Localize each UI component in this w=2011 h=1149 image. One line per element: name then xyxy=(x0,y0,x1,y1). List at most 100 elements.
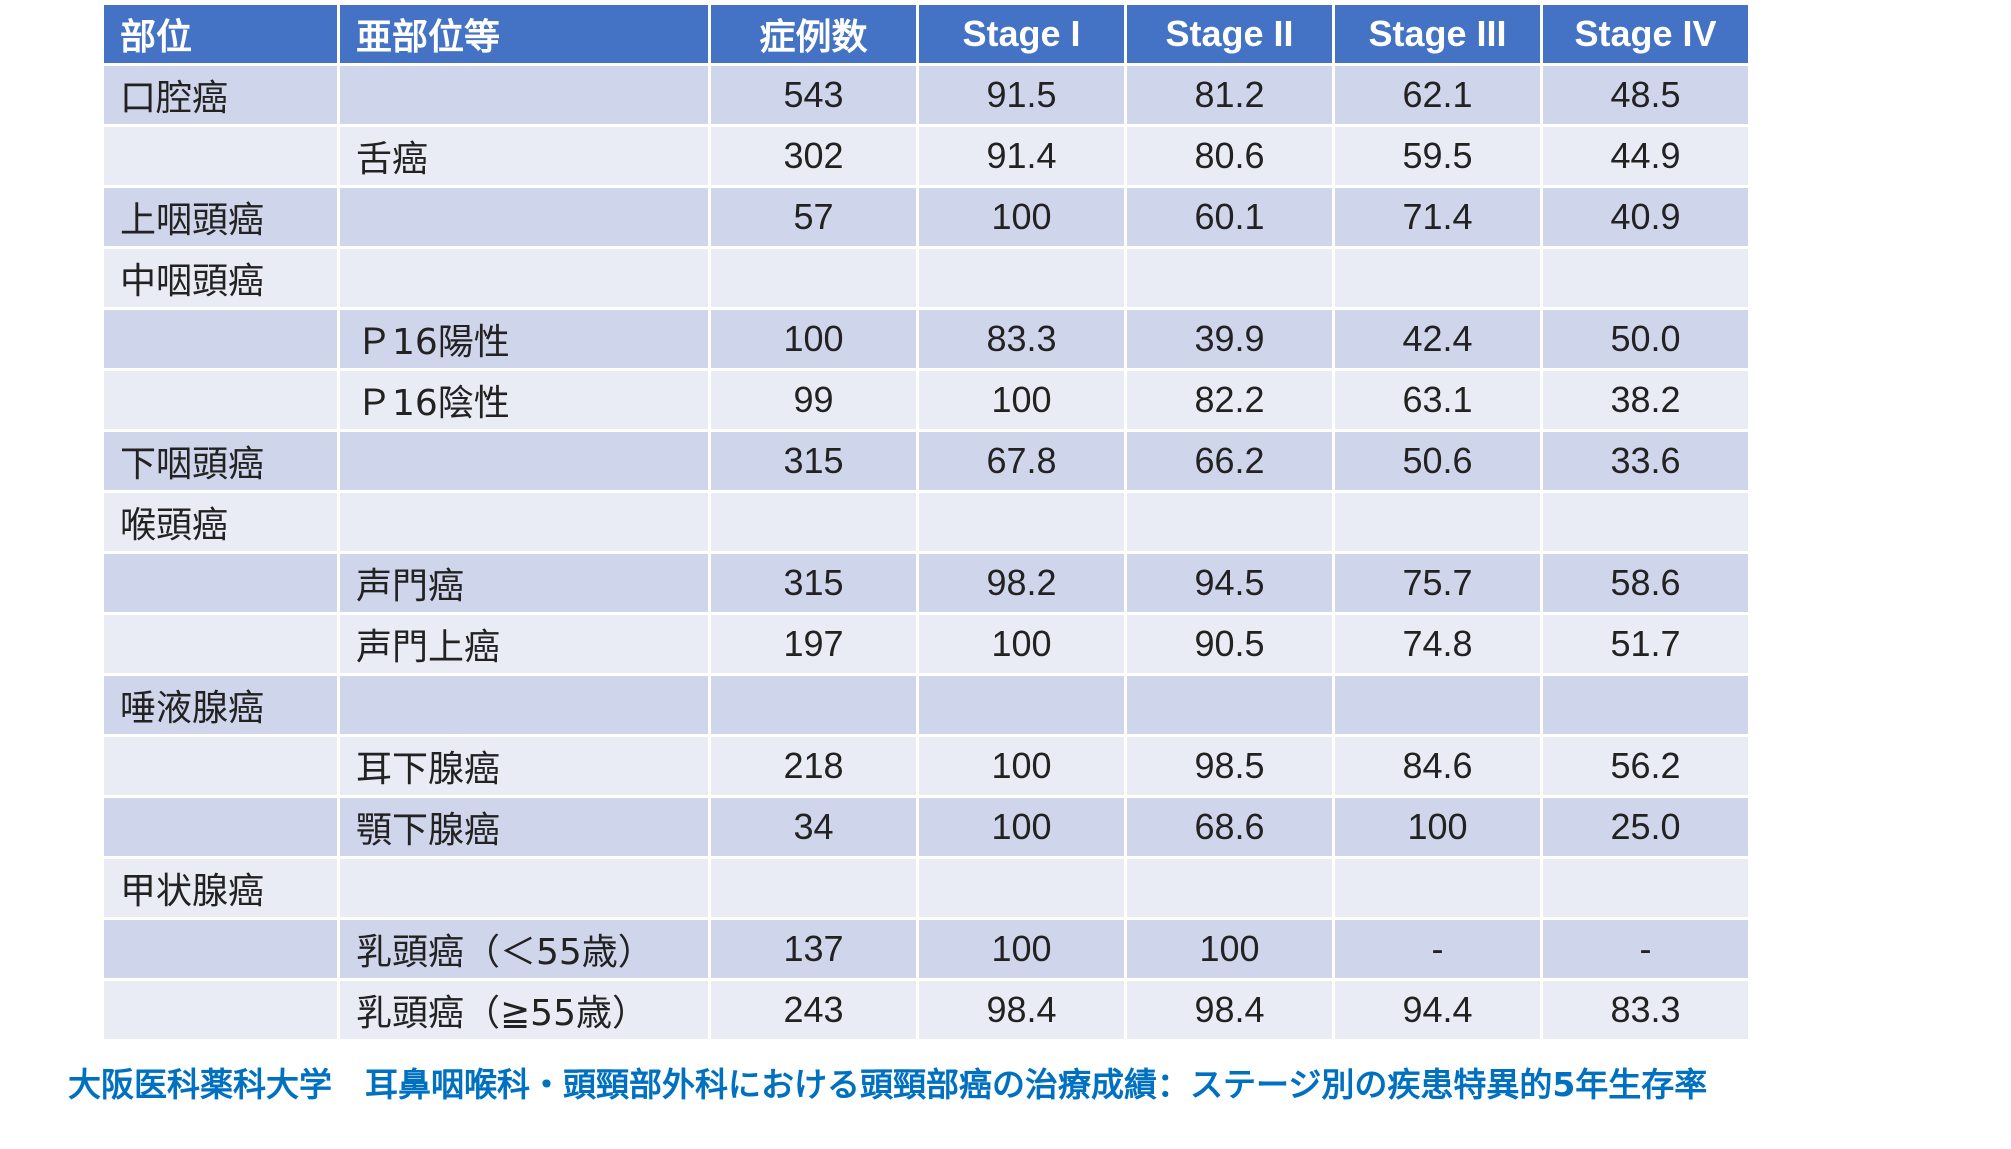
stage-4-cell: 50.0 xyxy=(1543,310,1748,368)
stage-4-cell: 40.9 xyxy=(1543,188,1748,246)
stage-2-cell: 68.6 xyxy=(1127,798,1332,856)
stage-3-cell: 71.4 xyxy=(1335,188,1540,246)
table-row: 下咽頭癌 315 67.8 66.2 50.6 33.6 xyxy=(104,432,1748,490)
stage-2-cell: 80.6 xyxy=(1127,127,1332,185)
stage-3-cell: 62.1 xyxy=(1335,66,1540,124)
table-row: 口腔癌 543 91.5 81.2 62.1 48.5 xyxy=(104,66,1748,124)
cases-cell: 100 xyxy=(711,310,916,368)
header-stage-3: Stage III xyxy=(1335,5,1540,63)
table-row: 声門癌 315 98.2 94.5 75.7 58.6 xyxy=(104,554,1748,612)
table-row: 喉頭癌 xyxy=(104,493,1748,551)
table-row: 顎下腺癌 34 100 68.6 100 25.0 xyxy=(104,798,1748,856)
stage-3-cell xyxy=(1335,249,1540,307)
cases-cell: 34 xyxy=(711,798,916,856)
cases-cell: 137 xyxy=(711,920,916,978)
stage-3-cell xyxy=(1335,676,1540,734)
stage-1-cell: 91.5 xyxy=(919,66,1124,124)
stage-1-cell xyxy=(919,859,1124,917)
cases-cell: 302 xyxy=(711,127,916,185)
cases-cell xyxy=(711,493,916,551)
cases-cell: 57 xyxy=(711,188,916,246)
subsite-cell xyxy=(340,249,708,307)
table-row: Ｐ16陽性 100 83.3 39.9 42.4 50.0 xyxy=(104,310,1748,368)
stage-2-cell: 81.2 xyxy=(1127,66,1332,124)
stage-1-cell: 67.8 xyxy=(919,432,1124,490)
stage-4-cell xyxy=(1543,249,1748,307)
site-cell: 喉頭癌 xyxy=(104,493,337,551)
table-row: 声門上癌 197 100 90.5 74.8 51.7 xyxy=(104,615,1748,673)
stage-3-cell xyxy=(1335,859,1540,917)
site-cell xyxy=(104,737,337,795)
stage-3-cell: 42.4 xyxy=(1335,310,1540,368)
stage-1-cell: 100 xyxy=(919,615,1124,673)
stage-3-cell: 100 xyxy=(1335,798,1540,856)
subsite-cell: Ｐ16陽性 xyxy=(340,310,708,368)
site-cell xyxy=(104,615,337,673)
site-cell: 口腔癌 xyxy=(104,66,337,124)
subsite-cell xyxy=(340,493,708,551)
stage-1-cell xyxy=(919,249,1124,307)
table-row: 乳頭癌（＜55歳） 137 100 100- - xyxy=(104,920,1748,978)
stage-1-cell: 100 xyxy=(919,188,1124,246)
subsite-cell: 声門癌 xyxy=(340,554,708,612)
stage-3-cell: 74.8 xyxy=(1335,615,1540,673)
header-cases: 症例数 xyxy=(711,5,916,63)
subsite-cell xyxy=(340,432,708,490)
table-row: 甲状腺癌 xyxy=(104,859,1748,917)
cases-cell: 315 xyxy=(711,432,916,490)
stage-3-cell: 59.5 xyxy=(1335,127,1540,185)
subsite-cell xyxy=(340,66,708,124)
site-cell xyxy=(104,371,337,429)
site-cell: 中咽頭癌 xyxy=(104,249,337,307)
stage-4-cell: 58.6 xyxy=(1543,554,1748,612)
stage-4-cell: 44.9 xyxy=(1543,127,1748,185)
stage-1-cell: 98.2 xyxy=(919,554,1124,612)
stage-2-cell: 98.4 xyxy=(1127,981,1332,1039)
stage-3-cell xyxy=(1335,493,1540,551)
header-site: 部位 xyxy=(104,5,337,63)
cases-cell: 243 xyxy=(711,981,916,1039)
subsite-cell xyxy=(340,676,708,734)
header-stage-2: Stage II xyxy=(1127,5,1332,63)
subsite-cell: Ｐ16陰性 xyxy=(340,371,708,429)
stage-1-cell: 100 xyxy=(919,920,1124,978)
stage-2-cell: 90.5 xyxy=(1127,615,1332,673)
survival-table-container: 部位 亜部位等 症例数 Stage I Stage II Stage III S… xyxy=(104,5,1748,1039)
stage-4-cell: 38.2 xyxy=(1543,371,1748,429)
stage-1-cell: 100 xyxy=(919,737,1124,795)
site-cell xyxy=(104,310,337,368)
cases-cell: 315 xyxy=(711,554,916,612)
stage-4-cell: 83.3 xyxy=(1543,981,1748,1039)
stage-1-cell: 98.4 xyxy=(919,981,1124,1039)
stage-4-cell: - xyxy=(1543,920,1748,978)
table-header-row: 部位 亜部位等 症例数 Stage I Stage II Stage III S… xyxy=(104,5,1748,63)
stage-2-cell xyxy=(1127,249,1332,307)
site-cell xyxy=(104,798,337,856)
stage-4-cell xyxy=(1543,493,1748,551)
stage-4-cell: 25.0 xyxy=(1543,798,1748,856)
table-row: 舌癌 302 91.4 80.6 59.5 44.9 xyxy=(104,127,1748,185)
stage-3-cell: 94.4 xyxy=(1335,981,1540,1039)
stage-2-cell: 39.9 xyxy=(1127,310,1332,368)
stage-4-cell: 51.7 xyxy=(1543,615,1748,673)
cases-cell: 197 xyxy=(711,615,916,673)
site-cell xyxy=(104,920,337,978)
stage-2-cell: 60.1 xyxy=(1127,188,1332,246)
stage-2-cell xyxy=(1127,859,1332,917)
subsite-cell: 乳頭癌（＜55歳） xyxy=(340,920,708,978)
cases-cell: 218 xyxy=(711,737,916,795)
stage-1-cell xyxy=(919,493,1124,551)
stage-3-cell: - xyxy=(1335,920,1540,978)
cases-cell: 543 xyxy=(711,66,916,124)
site-cell xyxy=(104,127,337,185)
stage-2-cell: 82.2 xyxy=(1127,371,1332,429)
site-cell: 下咽頭癌 xyxy=(104,432,337,490)
subsite-cell: 舌癌 xyxy=(340,127,708,185)
stage-3-cell: 75.7 xyxy=(1335,554,1540,612)
table-row: 上咽頭癌 57 100 60.1 71.4 40.9 xyxy=(104,188,1748,246)
site-cell: 上咽頭癌 xyxy=(104,188,337,246)
subsite-cell: 顎下腺癌 xyxy=(340,798,708,856)
stage-2-cell xyxy=(1127,676,1332,734)
table-row: 乳頭癌（≧55歳） 243 98.4 98.4 94.4 83.3 xyxy=(104,981,1748,1039)
stage-4-cell: 48.5 xyxy=(1543,66,1748,124)
